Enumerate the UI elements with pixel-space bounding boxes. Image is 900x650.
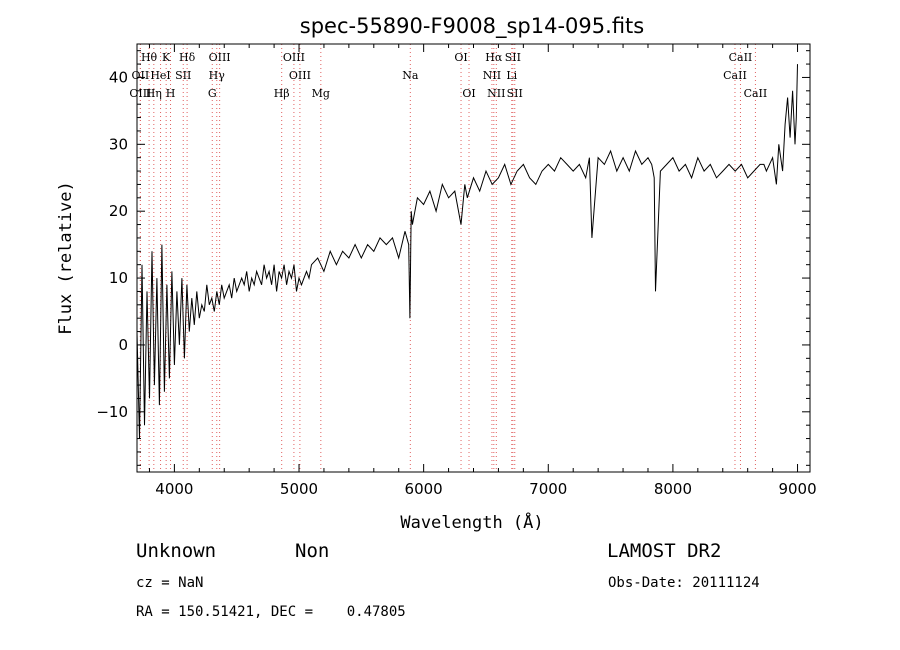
line-label: Hη	[146, 87, 162, 100]
spectrum-line	[136, 64, 798, 439]
x-tick-label: 6000	[405, 480, 443, 498]
line-label: OIII	[129, 87, 151, 100]
x-axis-label: Wavelength (Å)	[400, 511, 543, 533]
survey-label: LAMOST DR2	[607, 540, 722, 562]
line-label: SII	[505, 51, 521, 64]
y-tick-label: −10	[96, 403, 128, 421]
line-label: SII	[507, 87, 523, 100]
line-label: K	[162, 51, 171, 64]
line-label: OII	[132, 69, 150, 82]
coords-label: RA = 150.51421, DEC = 0.47805	[136, 604, 406, 620]
x-tick-label: 9000	[778, 480, 816, 498]
line-label: OI	[454, 51, 467, 64]
line-label: NII	[483, 69, 501, 82]
line-label: NII	[487, 87, 505, 100]
y-axis: −10 0 10 20 30 40	[96, 50, 810, 466]
chart-title: spec-55890-F9008_sp14-095.fits	[300, 14, 644, 39]
line-label: G	[208, 87, 217, 100]
x-tick-label: 7000	[529, 480, 567, 498]
line-label: SII	[175, 69, 191, 82]
line-label: HeI	[150, 69, 170, 82]
line-label: Hδ	[179, 51, 196, 64]
line-label: Hβ	[274, 87, 290, 100]
line-label: OI	[462, 87, 475, 100]
line-label: Hγ	[209, 69, 226, 82]
line-markers	[139, 44, 756, 472]
subclass-label: Non	[295, 540, 330, 562]
obs-date-label: Obs-Date: 20111124	[608, 575, 760, 591]
x-tick-label: 4000	[155, 480, 193, 498]
line-label: Na	[402, 69, 419, 82]
y-tick-label: 0	[118, 336, 128, 354]
y-tick-label: 10	[109, 269, 128, 287]
plot-frame	[136, 43, 811, 473]
x-axis: 4000 5000 6000 7000 8000 9000	[148, 44, 817, 498]
y-tick-label: 40	[109, 68, 128, 86]
y-axis-label: Flux (relative)	[56, 181, 76, 335]
line-label: CaII	[723, 69, 747, 82]
line-label: CaII	[729, 51, 753, 64]
line-label: OIII	[289, 69, 311, 82]
class-label: Unknown	[136, 540, 217, 562]
y-tick-label: 20	[109, 202, 128, 220]
y-tick-label: 30	[109, 135, 128, 153]
line-label: Hα	[485, 51, 503, 64]
line-label: OIII	[283, 51, 305, 64]
line-label: OIII	[209, 51, 231, 64]
x-tick-label: 8000	[654, 480, 692, 498]
line-label: Li	[506, 69, 517, 82]
cz-label: cz = NaN	[136, 575, 204, 591]
line-label: CaII	[744, 87, 768, 100]
line-label: Mg	[312, 87, 330, 100]
line-label: H	[166, 87, 176, 100]
line-label: Hθ	[141, 51, 158, 64]
x-tick-label: 5000	[280, 480, 318, 498]
